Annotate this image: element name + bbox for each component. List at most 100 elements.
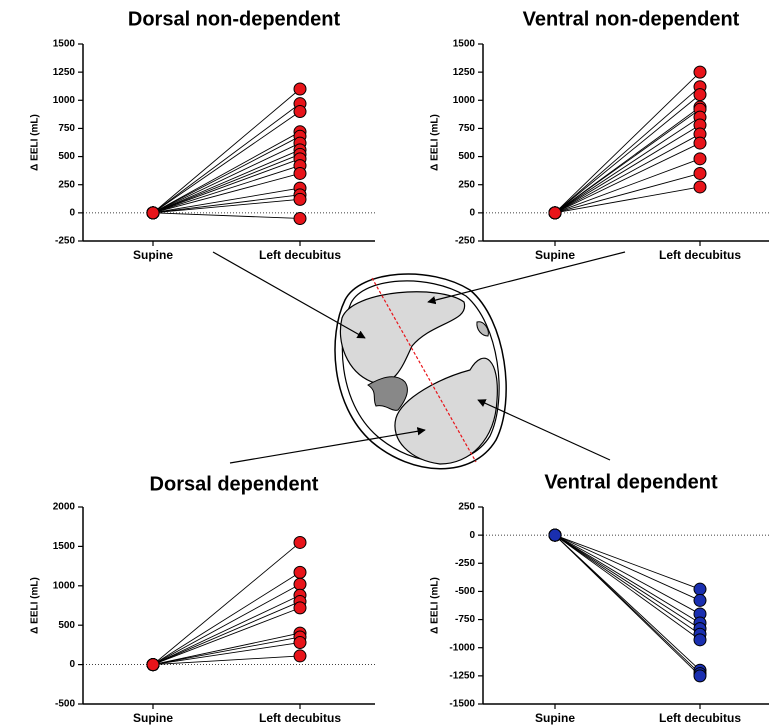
y-axis-label: Δ EELI (mL) bbox=[430, 114, 441, 171]
data-point bbox=[693, 65, 707, 79]
lung-diagram bbox=[212, 251, 626, 470]
y-tick-label: -1000 bbox=[449, 642, 475, 653]
data-point bbox=[293, 105, 307, 119]
subject-line bbox=[152, 572, 301, 665]
x-tick-label: Supine bbox=[133, 248, 173, 262]
chart-title: Ventral non-dependent bbox=[523, 8, 740, 30]
y-tick-label: 2000 bbox=[53, 502, 76, 513]
subject-line bbox=[152, 88, 301, 214]
y-tick-label: 0 bbox=[69, 659, 75, 670]
subject-line bbox=[554, 534, 701, 601]
x-tick-label: Left decubitus bbox=[259, 711, 341, 725]
subject-line bbox=[554, 534, 701, 629]
chart-title: Dorsal dependent bbox=[150, 473, 319, 495]
subject-line bbox=[152, 187, 301, 214]
subject-line bbox=[554, 116, 701, 214]
data-point bbox=[548, 528, 562, 542]
chart-title: Dorsal non-dependent bbox=[128, 8, 341, 30]
y-tick-label: 500 bbox=[58, 151, 75, 162]
y-axis-label: Δ EELI (mL) bbox=[30, 577, 41, 634]
subject-line bbox=[554, 534, 701, 615]
data-point bbox=[146, 658, 160, 672]
subject-line bbox=[554, 158, 701, 214]
subject-line bbox=[152, 601, 301, 666]
data-point bbox=[293, 649, 307, 663]
y-tick-label: 250 bbox=[458, 502, 475, 513]
chart: Dorsal non-dependent Δ EELI (mL) -250 0 250 5… bbox=[30, 8, 375, 262]
subject-line bbox=[554, 534, 701, 677]
x-tick-label: Supine bbox=[535, 711, 575, 725]
subject-line bbox=[554, 534, 701, 641]
subject-line bbox=[152, 607, 301, 666]
x-tick-label: Left decubitus bbox=[659, 248, 741, 262]
y-tick-label: 250 bbox=[58, 179, 75, 190]
data-point bbox=[693, 152, 707, 166]
data-point bbox=[693, 582, 707, 596]
y-tick-label: 1500 bbox=[53, 541, 76, 552]
data-point bbox=[293, 192, 307, 206]
data-point bbox=[548, 206, 562, 220]
y-tick-label: -500 bbox=[55, 699, 75, 710]
subject-line bbox=[152, 655, 301, 666]
y-tick-label: 1500 bbox=[53, 39, 76, 50]
y-tick-label: 750 bbox=[458, 123, 475, 134]
subject-line bbox=[554, 534, 701, 635]
y-tick-label: 250 bbox=[458, 179, 475, 190]
y-tick-label: -500 bbox=[455, 586, 475, 597]
y-axis-label: Δ EELI (mL) bbox=[430, 577, 441, 634]
subject-line bbox=[554, 186, 701, 214]
subject-line bbox=[554, 71, 701, 214]
y-tick-label: -1250 bbox=[449, 670, 475, 681]
subject-line bbox=[152, 583, 301, 665]
y-tick-label: 0 bbox=[469, 207, 475, 218]
x-tick-label: Supine bbox=[535, 248, 575, 262]
subject-line bbox=[152, 158, 301, 214]
y-tick-label: -250 bbox=[55, 236, 75, 247]
subject-line bbox=[554, 86, 701, 214]
x-tick-label: Left decubitus bbox=[659, 711, 741, 725]
y-tick-label: -750 bbox=[455, 614, 475, 625]
subject-line bbox=[152, 131, 301, 214]
y-tick-label: 1250 bbox=[53, 67, 76, 78]
x-tick-label: Supine bbox=[133, 711, 173, 725]
data-point bbox=[293, 211, 307, 225]
x-tick-label: Left decubitus bbox=[259, 248, 341, 262]
subject-line bbox=[152, 594, 301, 666]
subject-line bbox=[554, 108, 701, 214]
subject-line bbox=[152, 135, 301, 214]
data-point bbox=[293, 535, 307, 549]
subject-line bbox=[554, 133, 701, 214]
data-point bbox=[293, 577, 307, 591]
subject-line bbox=[152, 173, 301, 214]
data-point bbox=[693, 669, 707, 683]
y-tick-label: 0 bbox=[469, 530, 475, 541]
y-tick-label: 0 bbox=[69, 207, 75, 218]
subject-line bbox=[152, 111, 301, 214]
subject-line bbox=[554, 94, 701, 214]
subject-line bbox=[152, 198, 301, 214]
data-point bbox=[293, 636, 307, 650]
y-tick-label: -1500 bbox=[449, 699, 475, 710]
subject-line bbox=[152, 194, 301, 214]
y-axis-label: Δ EELI (mL) bbox=[30, 114, 41, 171]
data-point bbox=[146, 206, 160, 220]
y-tick-label: -250 bbox=[455, 236, 475, 247]
subject-line bbox=[554, 142, 701, 214]
y-tick-label: 1000 bbox=[53, 95, 76, 106]
subject-line bbox=[152, 632, 301, 666]
data-point bbox=[293, 166, 307, 180]
subject-line bbox=[554, 173, 701, 214]
subject-line bbox=[554, 124, 701, 214]
subject-line bbox=[152, 103, 301, 214]
data-point bbox=[293, 82, 307, 96]
data-point bbox=[693, 633, 707, 647]
subject-line bbox=[152, 642, 301, 666]
y-tick-label: 500 bbox=[58, 620, 75, 631]
chart: Ventral non-dependent Δ EELI (mL) -250 0 250… bbox=[430, 8, 769, 262]
y-tick-label: 1500 bbox=[453, 39, 476, 50]
subject-line bbox=[152, 542, 301, 665]
y-tick-label: 1000 bbox=[453, 95, 476, 106]
data-point bbox=[693, 593, 707, 607]
data-point bbox=[693, 166, 707, 180]
y-tick-label: 1250 bbox=[453, 67, 476, 78]
